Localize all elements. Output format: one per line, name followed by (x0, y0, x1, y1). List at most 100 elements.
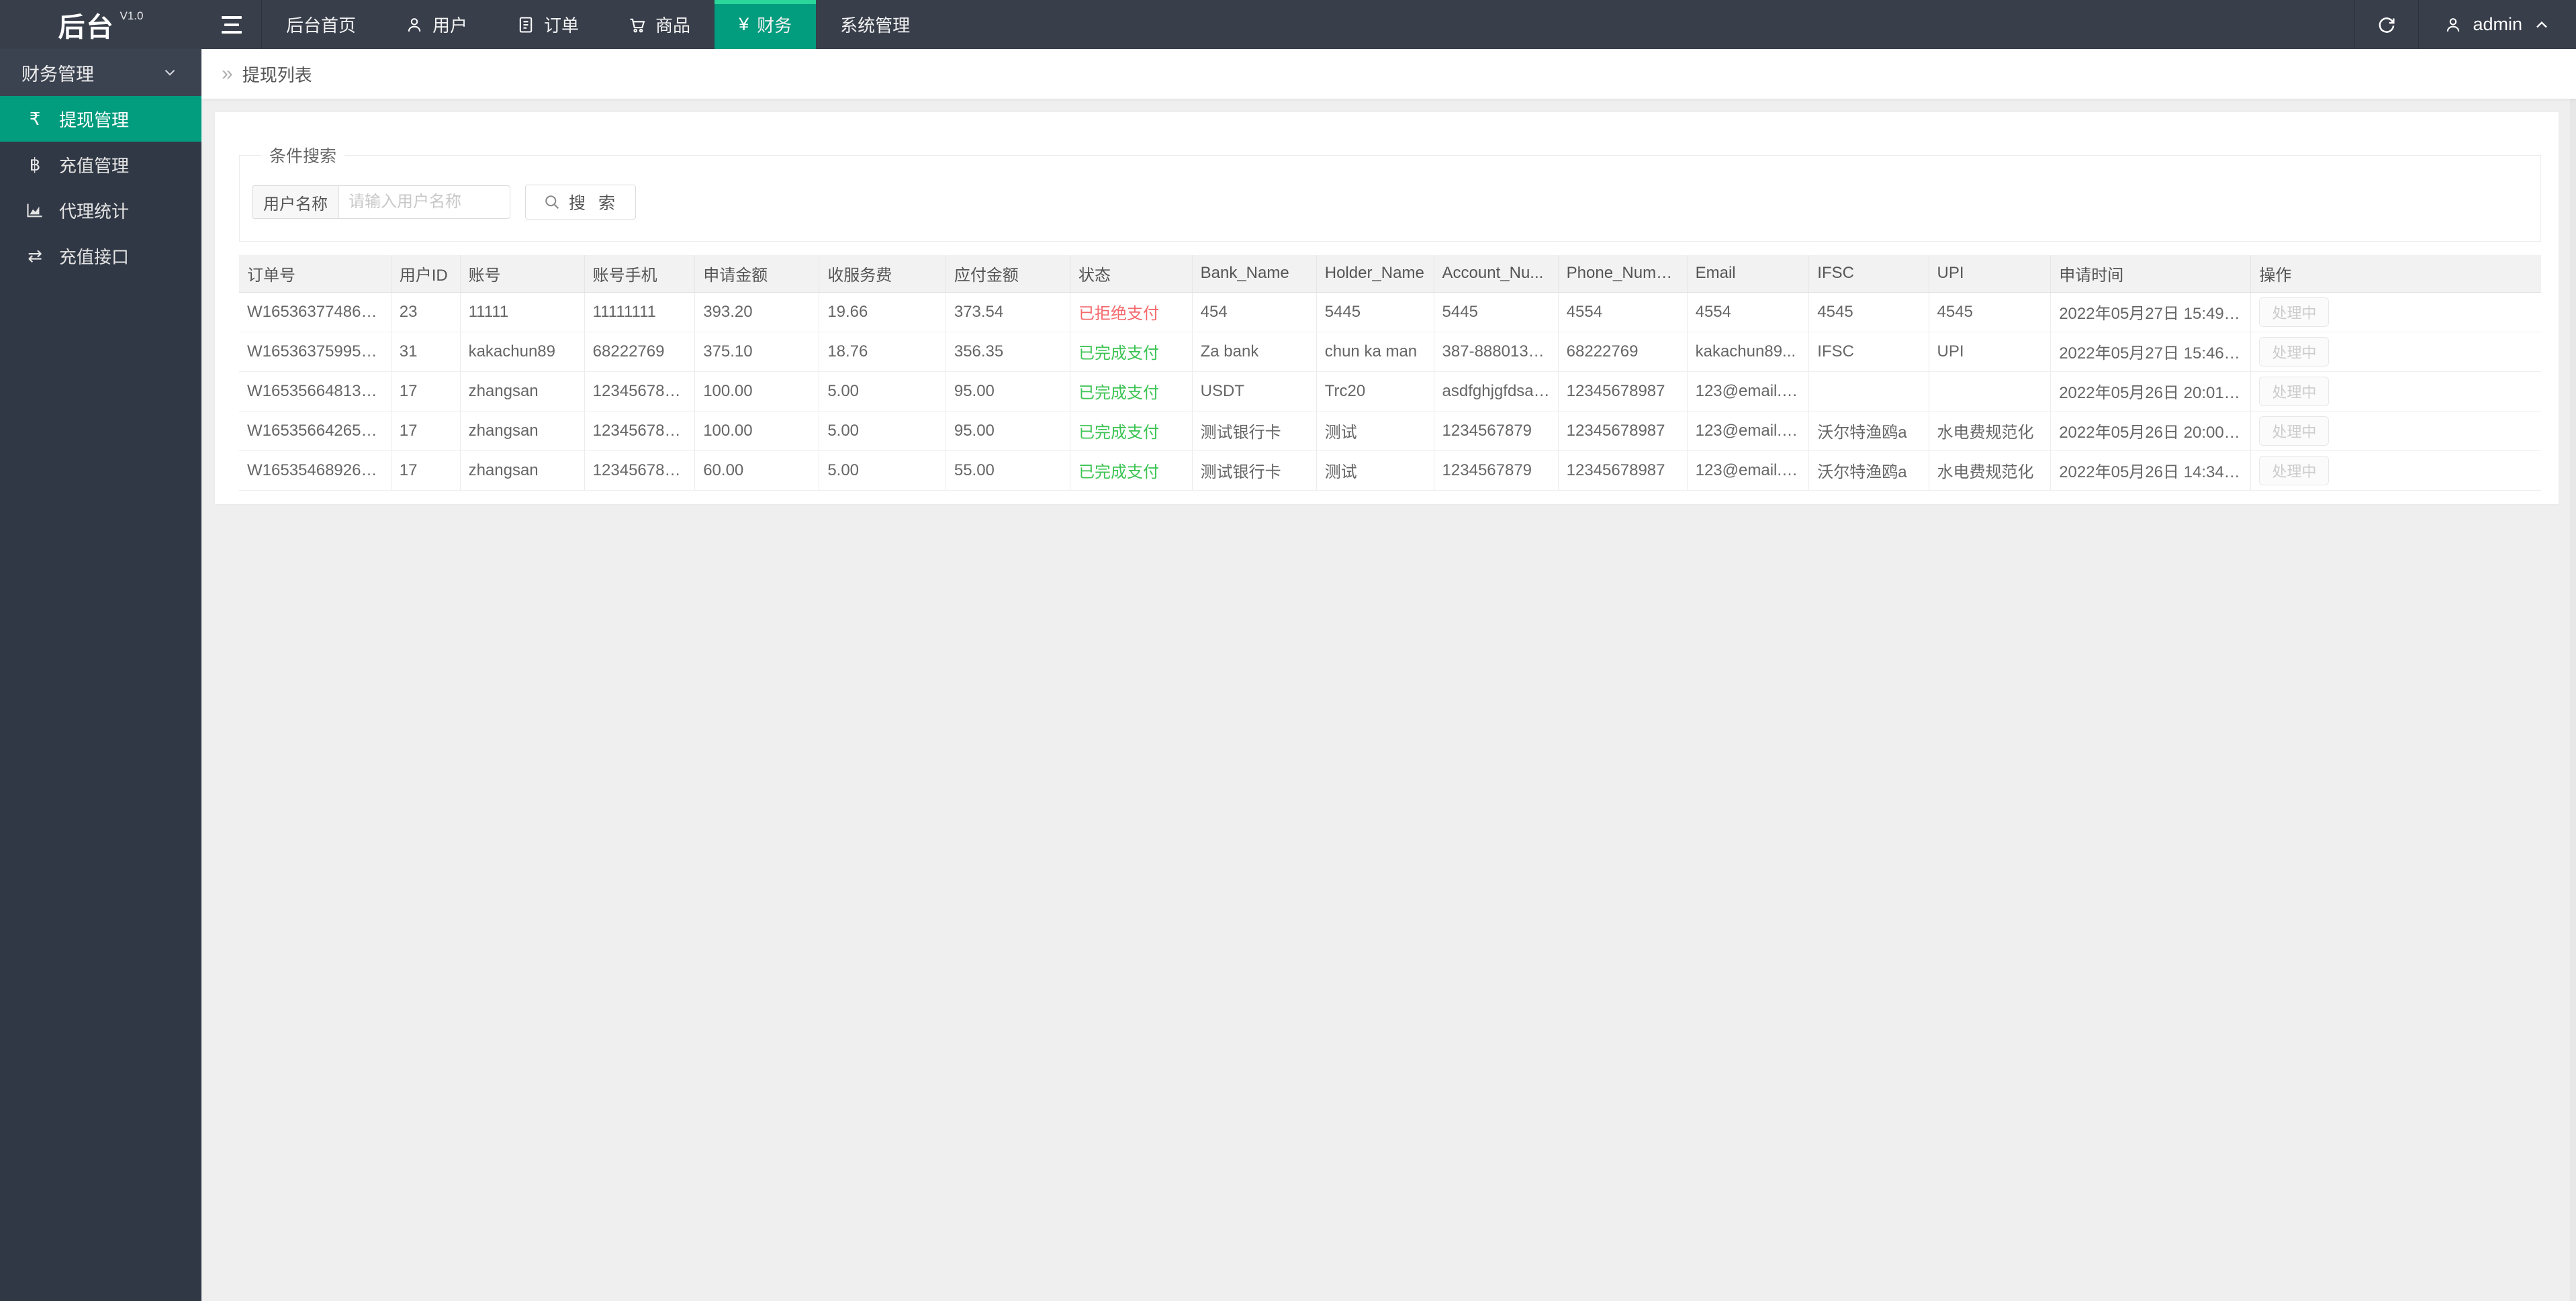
table-cell: W165354689264853 (239, 450, 392, 491)
nav-item-goods[interactable]: 商品 (603, 0, 715, 49)
table-cell: zhangsan (460, 450, 585, 491)
table-cell: 100.00 (694, 411, 820, 451)
sidebar-recharge-label: 充值管理 (59, 155, 130, 176)
status-cell: 已拒绝支付 (1070, 292, 1193, 332)
nav-orders-label: 订单 (544, 15, 580, 36)
nav-item-finance[interactable]: ¥ 财务 (715, 0, 817, 49)
topbar: 后台 V1.0 后台首页 用户 订单 商品 ¥ 财务 (0, 0, 2576, 49)
table-cell: 100.00 (694, 371, 820, 412)
table-cell: 5.00 (819, 411, 946, 451)
table-cell: 18.76 (819, 332, 946, 372)
sidebar-toggle-button[interactable] (201, 0, 262, 49)
table-cell: 95.00 (946, 371, 1070, 412)
nav-item-users[interactable]: 用户 (380, 0, 492, 49)
search-button[interactable]: 搜 索 (525, 185, 636, 220)
baht-icon: ฿ (29, 154, 41, 175)
processing-button[interactable]: 处理中 (2259, 376, 2330, 406)
chevron-down-icon (160, 62, 180, 83)
processing-button[interactable]: 处理中 (2259, 297, 2330, 327)
status-cell: 已完成支付 (1070, 411, 1193, 451)
nav-item-system[interactable]: 系统管理 (816, 0, 934, 49)
vertical-scrollbar[interactable] (2570, 99, 2576, 1301)
table-cell: 12345678987 (1558, 411, 1688, 451)
table-cell: 2022年05月27日 15:49:08 (2050, 292, 2252, 332)
table-row: W165363759954359 31 kakachun89 68222769 375.… (239, 332, 2541, 372)
table-cell (1929, 371, 2052, 412)
processing-button[interactable]: 处理中 (2259, 336, 2330, 367)
actions-cell: 处理中 (2250, 411, 2541, 451)
table-header-row: 订单号 用户ID 账号 账号手机 申请金额 收服务费 应付金额 状态 Bank_Name Hold… (239, 255, 2541, 293)
yen-icon: ¥ (739, 14, 749, 34)
nav-item-home[interactable]: 后台首页 (262, 0, 380, 49)
column-header: 申请时间 (2050, 255, 2252, 293)
column-header: 申请金额 (694, 255, 820, 293)
sidebar-withdraw-label: 提现管理 (59, 109, 130, 130)
table-cell: zhangsan (460, 411, 585, 451)
table-cell: 375.10 (694, 332, 820, 372)
column-header: IFSC (1808, 255, 1929, 293)
table-cell: W165356642655610 (239, 411, 392, 451)
main-area: » 提现列表 条件搜索 用户名称 搜 索 (201, 49, 2576, 1301)
table-cell: Trc20 (1316, 371, 1434, 412)
table-cell: chun ka man (1316, 332, 1434, 372)
sidebar: 财务管理 ₹ 提现管理 ฿ 充值管理 代理统计 ⇄ 充值接口 (0, 49, 201, 1301)
table-cell: W165363774865741 (239, 292, 392, 332)
column-header: 订单号 (239, 255, 392, 293)
nav-users-label: 用户 (432, 15, 468, 36)
column-header: Phone_Number (1558, 255, 1688, 293)
refresh-icon (2377, 15, 2397, 35)
sidebar-item-recharge-api[interactable]: ⇄ 充值接口 (0, 233, 201, 279)
user-icon (404, 15, 424, 35)
column-header: 应付金额 (946, 255, 1070, 293)
table-cell: 5.00 (819, 450, 946, 491)
sidebar-item-agent-stats[interactable]: 代理统计 (0, 187, 201, 233)
column-header: Account_Nu... (1434, 255, 1559, 293)
sidebar-group-finance[interactable]: 财务管理 (0, 49, 201, 96)
breadcrumb: » 提现列表 (201, 49, 2576, 99)
cart-icon (627, 15, 647, 35)
table-cell (1808, 371, 1929, 412)
search-panel: 条件搜索 用户名称 搜 索 (239, 143, 2541, 242)
table-cell: 水电费规范化 (1929, 411, 2052, 451)
refresh-button[interactable] (2354, 0, 2420, 49)
table-cell: 12345678987 (1558, 450, 1688, 491)
topbar-right: admin (2354, 0, 2576, 49)
table-cell: USDT (1192, 371, 1317, 412)
table-cell: 55.00 (946, 450, 1070, 491)
column-header: Email (1687, 255, 1810, 293)
sidebar-item-withdraw[interactable]: ₹ 提现管理 (0, 96, 201, 142)
table-cell: 17 (391, 411, 461, 451)
table-cell: 17 (391, 450, 461, 491)
processing-button[interactable]: 处理中 (2259, 455, 2330, 485)
table-cell: 2022年05月26日 20:01:21 (2050, 371, 2252, 412)
table-cell: 12345678099 (584, 371, 696, 412)
table-cell: 123@email.c... (1687, 411, 1810, 451)
table-cell: 测试银行卡 (1192, 411, 1317, 451)
search-button-label: 搜 索 (569, 194, 619, 213)
column-header: 状态 (1070, 255, 1193, 293)
nav-system-label: 系统管理 (840, 15, 911, 36)
table-cell: 393.20 (694, 292, 820, 332)
actions-cell: 处理中 (2250, 332, 2541, 372)
processing-button[interactable]: 处理中 (2259, 416, 2330, 446)
sidebar-item-recharge[interactable]: ฿ 充值管理 (0, 142, 201, 187)
nav-item-orders[interactable]: 订单 (492, 0, 603, 49)
table-body: W165363774865741 23 11111 11111111 393.20 19.… (239, 292, 2541, 491)
username-label: 用户名称 (252, 185, 338, 219)
table-cell: 12345678099 (584, 411, 696, 451)
table-cell: kakachun89 (460, 332, 585, 372)
column-header: UPI (1929, 255, 2052, 293)
table-cell: 373.54 (946, 292, 1070, 332)
table-cell: 356.35 (946, 332, 1070, 372)
username-input[interactable] (338, 185, 510, 219)
nav-home-label: 后台首页 (286, 15, 357, 36)
actions-cell: 处理中 (2250, 371, 2541, 412)
table-cell: 11111 (460, 292, 585, 332)
search-icon (542, 192, 562, 212)
admin-user-icon (2443, 15, 2463, 35)
table-row: W165363774865741 23 11111 11111111 393.20 19.… (239, 292, 2541, 332)
admin-menu[interactable]: admin (2419, 0, 2576, 49)
table-cell: 31 (391, 332, 461, 372)
table-row: W165354689264853 17 zhangsan 12345678099 60.… (239, 450, 2541, 491)
column-header: 账号 (460, 255, 585, 293)
